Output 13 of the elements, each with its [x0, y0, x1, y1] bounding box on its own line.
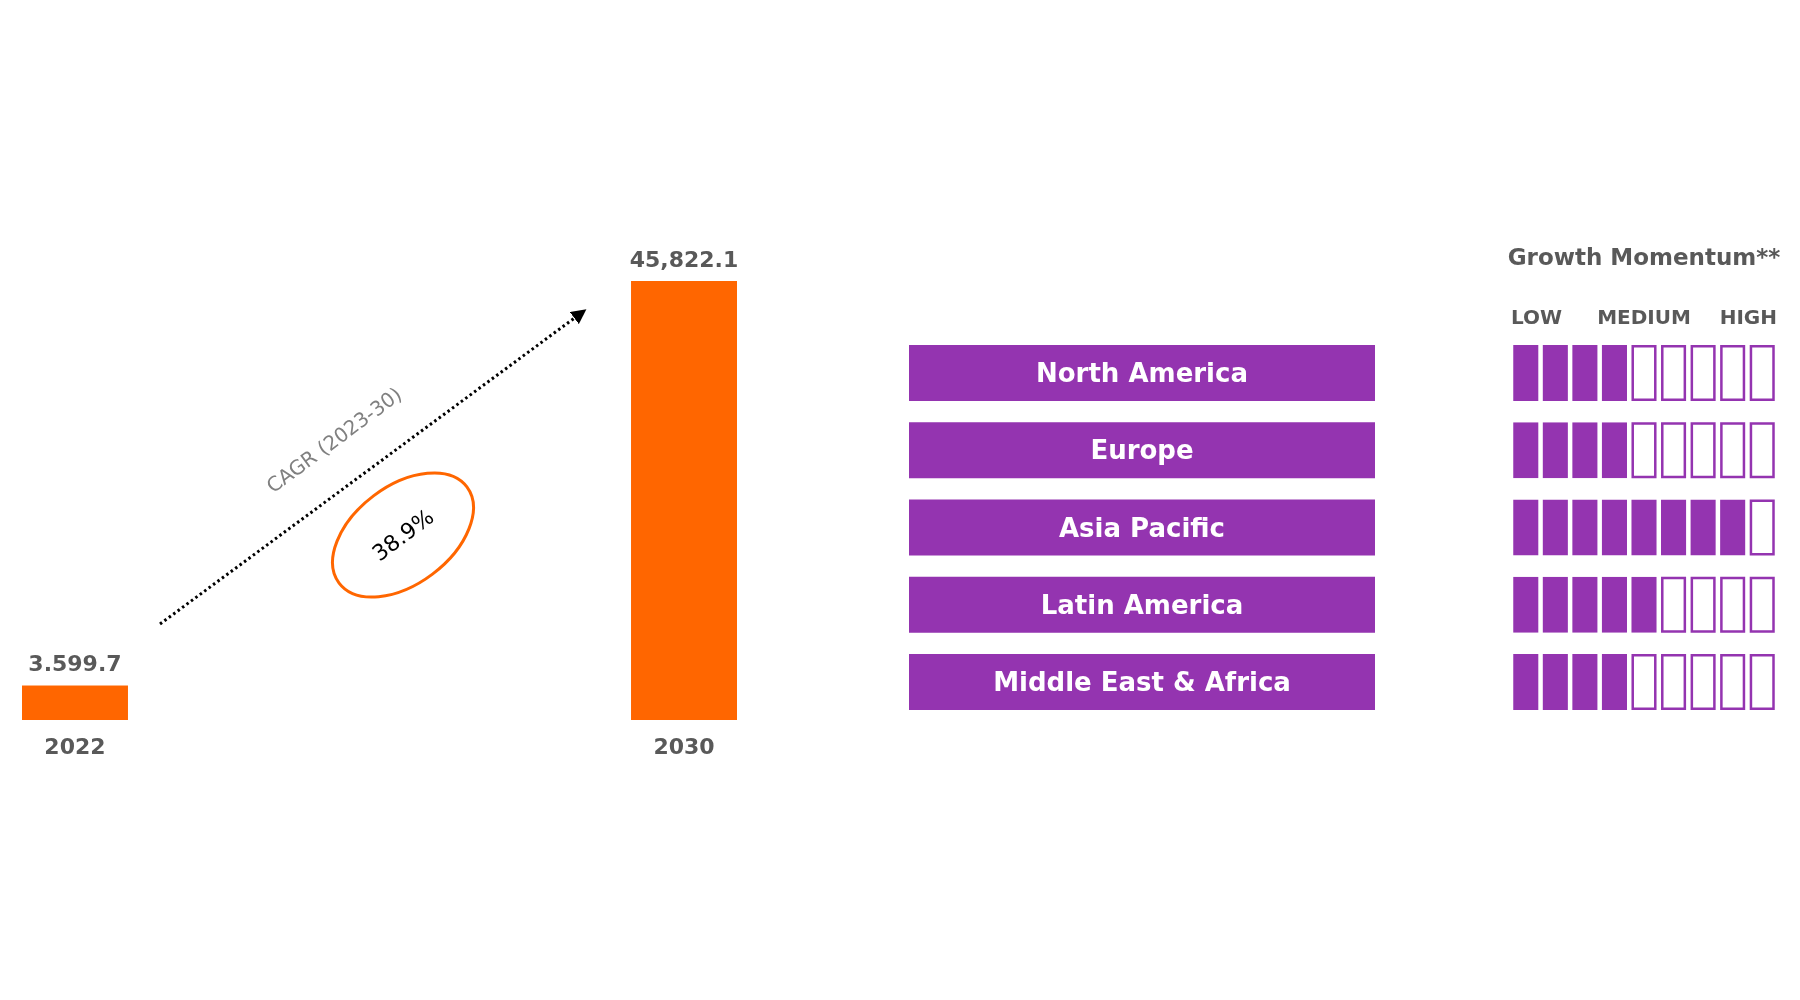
y-tick-label: North America: [1036, 358, 1248, 388]
x-tick-label: 2030: [653, 733, 715, 759]
y-tick-label: Latin America: [1040, 589, 1244, 620]
data-label: 45,822.1: [629, 246, 739, 272]
x-tick-label: 2022: [44, 733, 106, 759]
chart-title: Growth Momentum**: [1507, 244, 1781, 270]
text: LOW: [1511, 305, 1563, 329]
y-tick-label: Asia Pacific: [1058, 512, 1226, 543]
data-label: 3.599.7: [28, 651, 122, 677]
y-tick-label: Europe: [1090, 435, 1194, 466]
text: HIGH: [1719, 305, 1777, 329]
text: MEDIUM: [1597, 305, 1691, 329]
y-tick-label: Middle East & Africa: [993, 667, 1291, 697]
